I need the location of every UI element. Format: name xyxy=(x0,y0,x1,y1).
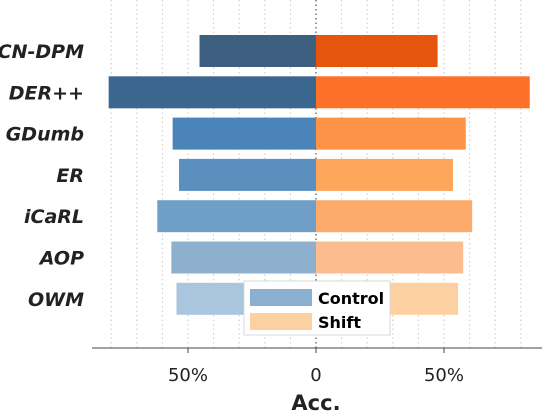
bar-control-CN-DPM xyxy=(199,35,316,67)
bar-control-iCaRL xyxy=(157,200,316,233)
category-label: iCaRL xyxy=(24,206,84,228)
category-label: DER++ xyxy=(9,82,84,104)
bar-shift-AOP xyxy=(316,241,464,274)
bar-shift-ER xyxy=(316,158,453,191)
x-tick-label: 50% xyxy=(424,365,464,386)
bar-control-DER++ xyxy=(108,76,316,109)
category-labels: CN-DPM DER++ GDumb ER iCaRL AOP OWM xyxy=(0,41,84,311)
legend: Control Shift xyxy=(243,280,391,336)
bar-shift-GDumb xyxy=(316,117,466,150)
bar-control-AOP xyxy=(171,241,316,274)
legend-label-control: Control xyxy=(318,289,384,308)
bars xyxy=(108,35,530,315)
bar-control-GDumb xyxy=(172,117,316,150)
x-axis-label: Acc. xyxy=(291,391,340,413)
category-label: ER xyxy=(56,165,84,187)
bar-shift-iCaRL xyxy=(316,200,473,233)
category-label: OWM xyxy=(28,289,84,311)
bar-shift-CN-DPM xyxy=(316,35,438,67)
legend-swatch-shift xyxy=(250,313,312,330)
legend-swatch-control xyxy=(250,289,312,306)
category-label: AOP xyxy=(38,248,84,270)
category-label: GDumb xyxy=(6,124,84,146)
x-tick-label: 0 xyxy=(310,365,321,386)
category-label: CN-DPM xyxy=(0,41,84,63)
x-axis: 50% 0 50% xyxy=(92,347,542,386)
legend-label-shift: Shift xyxy=(318,313,361,332)
bar-shift-DER++ xyxy=(316,76,530,109)
bar-control-ER xyxy=(179,158,316,191)
x-tick-label: 50% xyxy=(168,365,208,386)
